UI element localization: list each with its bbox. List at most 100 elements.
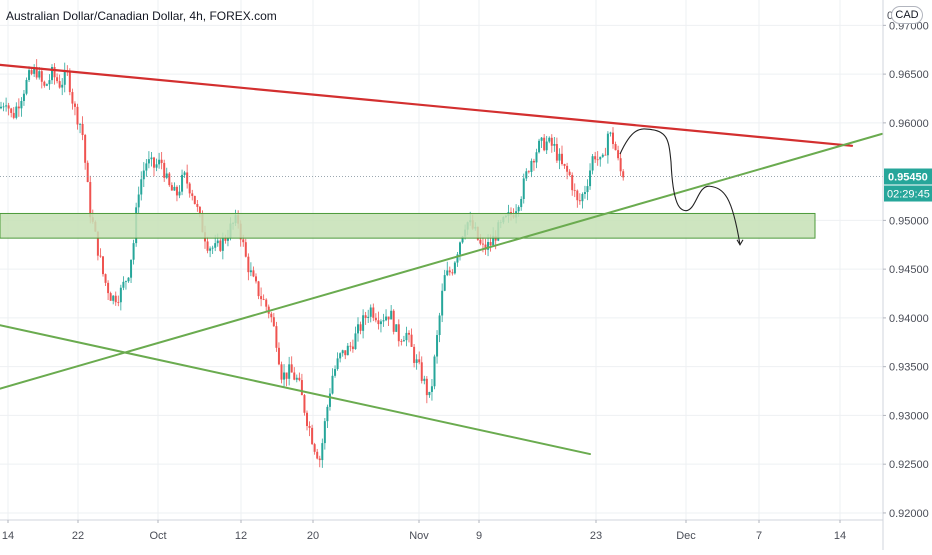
candle-up xyxy=(530,160,533,172)
candle-down xyxy=(566,165,569,172)
candle-up xyxy=(323,421,326,444)
chart-grid xyxy=(0,0,883,520)
candle-up xyxy=(553,143,556,146)
candle-down xyxy=(397,324,400,342)
candle-down xyxy=(275,326,278,348)
candle-up xyxy=(283,372,286,380)
candle-down xyxy=(17,106,20,109)
candle-down xyxy=(76,106,79,125)
time-tick-label: 14 xyxy=(2,530,14,542)
candle-up xyxy=(122,281,125,288)
candle-down xyxy=(255,276,257,282)
candle-down xyxy=(448,270,451,273)
projection-arrowhead[interactable] xyxy=(736,239,744,246)
price-tick-label: 0.93000 xyxy=(889,410,929,422)
candle-down xyxy=(81,123,84,136)
candle-down xyxy=(71,92,74,104)
candle-up xyxy=(341,350,344,354)
candle-down xyxy=(262,299,265,300)
candle-down xyxy=(489,242,492,246)
candle-down xyxy=(612,132,614,145)
candle-down xyxy=(58,81,61,88)
candle-down xyxy=(311,427,314,445)
candle-up xyxy=(288,364,291,379)
candle-down xyxy=(604,154,607,156)
candle-down xyxy=(290,364,293,373)
candle-down xyxy=(614,144,617,151)
candle-up xyxy=(433,356,436,387)
candle-down xyxy=(10,108,13,113)
candle-up xyxy=(591,156,594,171)
candle-down xyxy=(193,195,196,205)
drawings-layer[interactable] xyxy=(0,63,883,456)
price-tick-label: 0.94000 xyxy=(889,313,929,325)
candle-down xyxy=(293,372,296,380)
candle-up xyxy=(142,170,145,180)
candle-down xyxy=(56,77,59,82)
lower-trendline[interactable] xyxy=(0,324,591,456)
candle-up xyxy=(45,84,48,86)
candle-down xyxy=(410,334,413,347)
candle-down xyxy=(89,182,92,218)
candle-up xyxy=(357,324,359,334)
candle-up xyxy=(321,443,324,461)
candle-up xyxy=(165,173,168,178)
candle-up xyxy=(339,353,342,359)
time-tick-label: 22 xyxy=(72,530,84,542)
currency-button[interactable]: CAD xyxy=(891,6,923,24)
candle-down xyxy=(451,272,454,274)
candle-down xyxy=(413,346,416,363)
candle-up xyxy=(487,242,490,250)
candle-up xyxy=(79,123,82,125)
candle-up xyxy=(436,335,439,357)
countdown-tag xyxy=(884,185,932,202)
support-zone-rectangle[interactable] xyxy=(0,212,816,239)
candle-down xyxy=(349,345,352,347)
price-tick-label: 0.95000 xyxy=(889,215,929,227)
candle-down xyxy=(260,296,263,300)
candle-down xyxy=(576,190,579,201)
countdown-label: 02:29:45 xyxy=(887,189,930,201)
candle-up xyxy=(517,207,520,212)
projection-curve[interactable] xyxy=(619,128,741,245)
candle-down xyxy=(252,270,255,277)
candle-down xyxy=(224,237,227,241)
candle-down xyxy=(578,200,581,202)
candle-up xyxy=(216,240,219,244)
time-tick-label: 9 xyxy=(476,530,482,542)
candle-down xyxy=(387,316,390,320)
candle-up xyxy=(402,340,405,342)
candle-up xyxy=(601,154,604,157)
candle-up xyxy=(214,243,217,248)
candle-down xyxy=(104,274,107,283)
candle-down xyxy=(280,364,283,380)
candle-up xyxy=(150,157,153,160)
candle-up xyxy=(38,71,41,78)
candle-down xyxy=(418,359,421,363)
candle-down xyxy=(543,137,546,151)
candle-down xyxy=(7,105,10,109)
candle-up xyxy=(63,70,66,85)
rising-support-trendline[interactable] xyxy=(0,132,883,390)
candle-up xyxy=(25,79,28,94)
current-price-tag[interactable] xyxy=(884,168,932,185)
candle-up xyxy=(441,290,444,316)
candle-up xyxy=(211,247,214,249)
candle-down xyxy=(30,70,33,74)
candle-up xyxy=(535,152,538,163)
candle-down xyxy=(550,137,553,146)
candle-down xyxy=(359,324,362,331)
candle-up xyxy=(538,140,541,153)
candle-up xyxy=(428,391,431,396)
candle-up xyxy=(2,106,5,108)
resistance-trendline[interactable] xyxy=(0,63,854,147)
candle-down xyxy=(425,378,428,396)
candle-up xyxy=(609,132,612,134)
candle-up xyxy=(20,100,23,109)
candle-down xyxy=(619,158,622,172)
price-axis-top-label: 0 xyxy=(887,10,893,22)
candle-up xyxy=(127,277,130,282)
